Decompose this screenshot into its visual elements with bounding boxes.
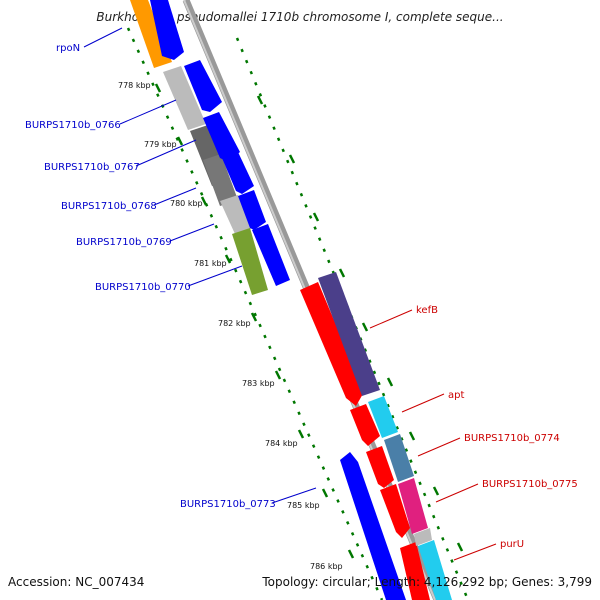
gene-0775-box [398,478,428,534]
gene-label-0775[interactable]: BURPS1710b_0775 [482,479,578,490]
kbp-label-780: 780 kbp [170,199,203,208]
reverse-strand-arrows [300,282,430,600]
gene-0775-arrow [380,484,410,538]
gene-label-0774[interactable]: BURPS1710b_0774 [464,433,560,444]
right-label-leaders [369,309,497,561]
gene-label-apt[interactable]: apt [448,390,464,401]
gene-label-rpoN[interactable]: rpoN [56,43,80,54]
gene-0769-arrow [238,190,266,230]
gene-label-0767[interactable]: BURPS1710b_0767 [44,162,140,173]
gene-0774-box [384,434,414,482]
kbp-label-783: 783 kbp [242,379,275,388]
gene-label-purU[interactable]: purU [500,539,524,550]
annotation-lane-right [318,272,452,600]
kbp-label-785: 785 kbp [287,501,320,510]
apt-arrow [350,404,380,446]
gene-label-0768[interactable]: BURPS1710b_0768 [61,201,157,212]
left-gene-labels: rpoN BURPS1710b_0766 BURPS1710b_0767 BUR… [25,43,276,510]
gene-label-kefB[interactable]: kefB [416,305,438,316]
inner-major-ticks [154,83,355,559]
gene-0768-box [220,195,253,234]
gene-label-0769[interactable]: BURPS1710b_0769 [76,237,172,248]
inner-tick-ring [126,27,384,600]
gene-0770-box [232,228,268,295]
gene-0770-arrow [252,224,290,286]
outer-tick-ring [235,37,470,600]
gene-0766-box [163,66,206,130]
rpoN-arrow [150,0,184,60]
gene-label-0766[interactable]: BURPS1710b_0766 [25,120,121,131]
purU-box [418,540,452,600]
purU-arrow [400,542,430,600]
gene-0766-arrow [184,60,222,112]
kbp-label-784: 784 kbp [265,439,298,448]
kefB-box [318,272,380,396]
kbp-label-782: 782 kbp [218,319,251,328]
kefB-arrow [300,282,364,406]
topology-text: Topology: circular; Length: 4,126,292 bp… [262,575,592,589]
gene-0774-arrow [366,446,394,488]
kbp-label-786: 786 kbp [310,562,343,571]
gene-0767-arrow [203,112,240,162]
gene-label-0770[interactable]: BURPS1710b_0770 [95,282,191,293]
kbp-label-781: 781 kbp [194,259,227,268]
gene-0773-arrow [340,452,406,600]
kbp-label-778: 778 kbp [118,81,151,90]
kbp-tick-labels: 778 kbp 779 kbp 780 kbp 781 kbp 782 kbp … [118,81,343,571]
gene-label-0773[interactable]: BURPS1710b_0773 [180,499,276,510]
apt-box [368,396,398,438]
kbp-label-779: 779 kbp [144,140,177,149]
gene-0768-arrow [222,152,254,194]
outer-major-ticks [256,95,464,552]
left-label-leaders [83,27,317,504]
accession-text: Accession: NC_007434 [8,575,145,589]
right-gene-labels: kefB apt BURPS1710b_0774 BURPS1710b_0775… [416,305,578,550]
forward-strand-arrows [150,0,406,600]
